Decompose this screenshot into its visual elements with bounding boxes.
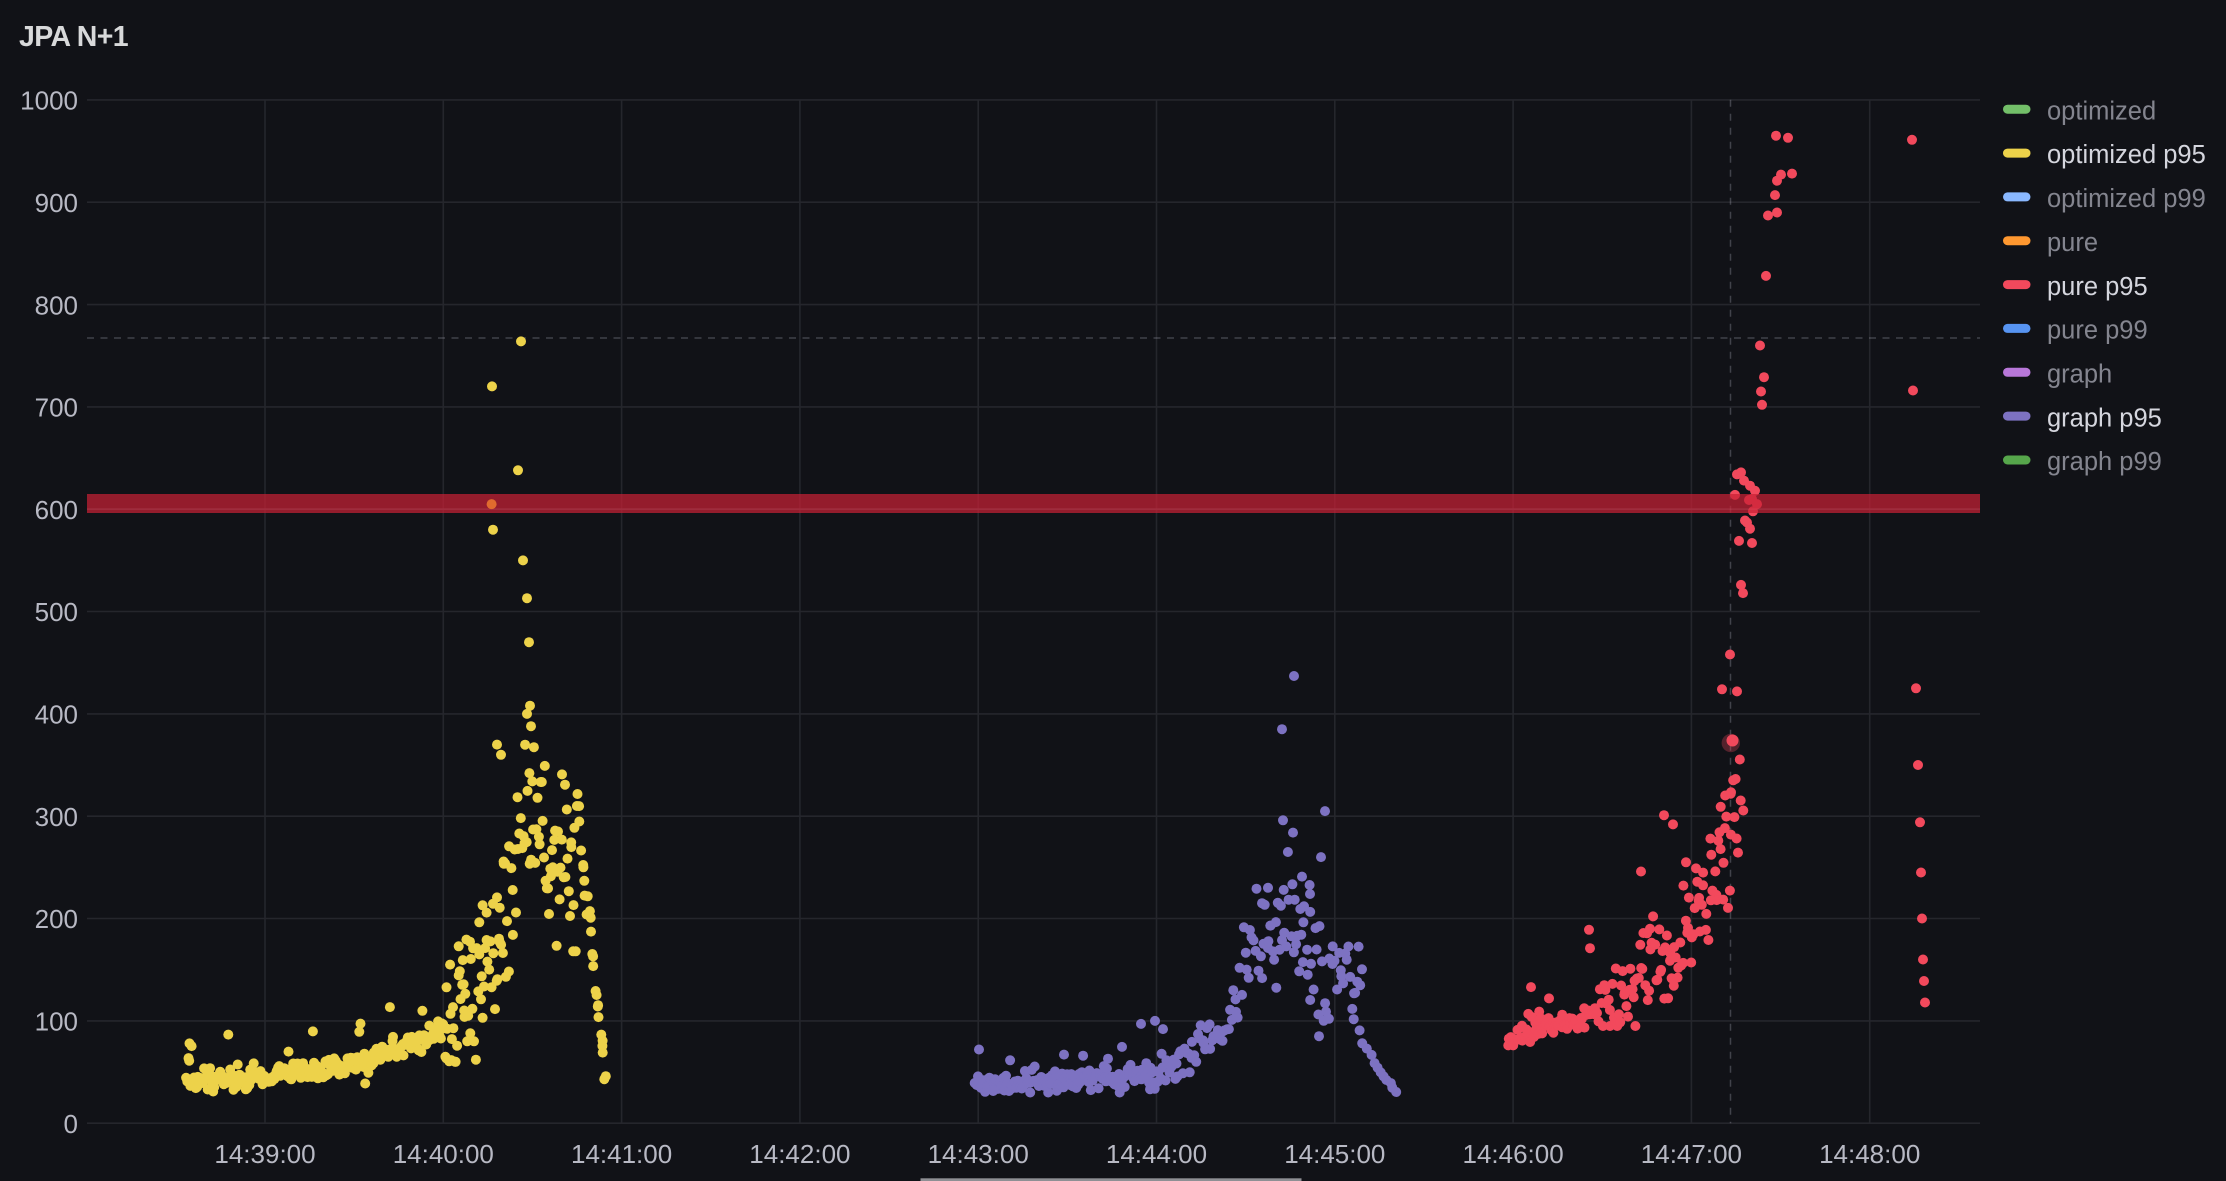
svg-text:14:47:00: 14:47:00: [1641, 1139, 1742, 1169]
svg-text:14:39:00: 14:39:00: [214, 1139, 315, 1169]
svg-text:pure p99: pure p99: [2047, 317, 2148, 345]
svg-text:600: 600: [35, 495, 78, 525]
svg-text:JPA N+1: JPA N+1: [19, 21, 129, 53]
svg-text:400: 400: [35, 700, 78, 730]
svg-text:14:41:00: 14:41:00: [571, 1139, 672, 1169]
svg-text:graph: graph: [2047, 361, 2112, 389]
svg-text:pure: pure: [2047, 229, 2098, 257]
svg-text:900: 900: [35, 188, 78, 218]
svg-text:700: 700: [35, 393, 78, 423]
svg-text:14:43:00: 14:43:00: [928, 1139, 1029, 1169]
svg-text:800: 800: [35, 290, 78, 320]
svg-text:14:46:00: 14:46:00: [1462, 1139, 1563, 1169]
svg-text:14:44:00: 14:44:00: [1106, 1139, 1207, 1169]
svg-text:optimized: optimized: [2047, 97, 2156, 125]
svg-text:500: 500: [35, 597, 78, 627]
svg-text:100: 100: [35, 1007, 78, 1037]
svg-text:1000: 1000: [20, 86, 78, 116]
svg-text:14:42:00: 14:42:00: [749, 1139, 850, 1169]
svg-text:0: 0: [64, 1109, 78, 1139]
svg-text:14:40:00: 14:40:00: [393, 1139, 494, 1169]
svg-text:optimized p95: optimized p95: [2047, 141, 2206, 169]
svg-text:200: 200: [35, 904, 78, 934]
svg-text:graph p95: graph p95: [2047, 404, 2162, 432]
svg-text:300: 300: [35, 802, 78, 832]
svg-text:14:45:00: 14:45:00: [1284, 1139, 1385, 1169]
svg-text:pure p95: pure p95: [2047, 273, 2148, 301]
svg-text:optimized p99: optimized p99: [2047, 185, 2206, 213]
svg-text:14:48:00: 14:48:00: [1819, 1139, 1920, 1169]
svg-text:graph p99: graph p99: [2047, 448, 2162, 476]
